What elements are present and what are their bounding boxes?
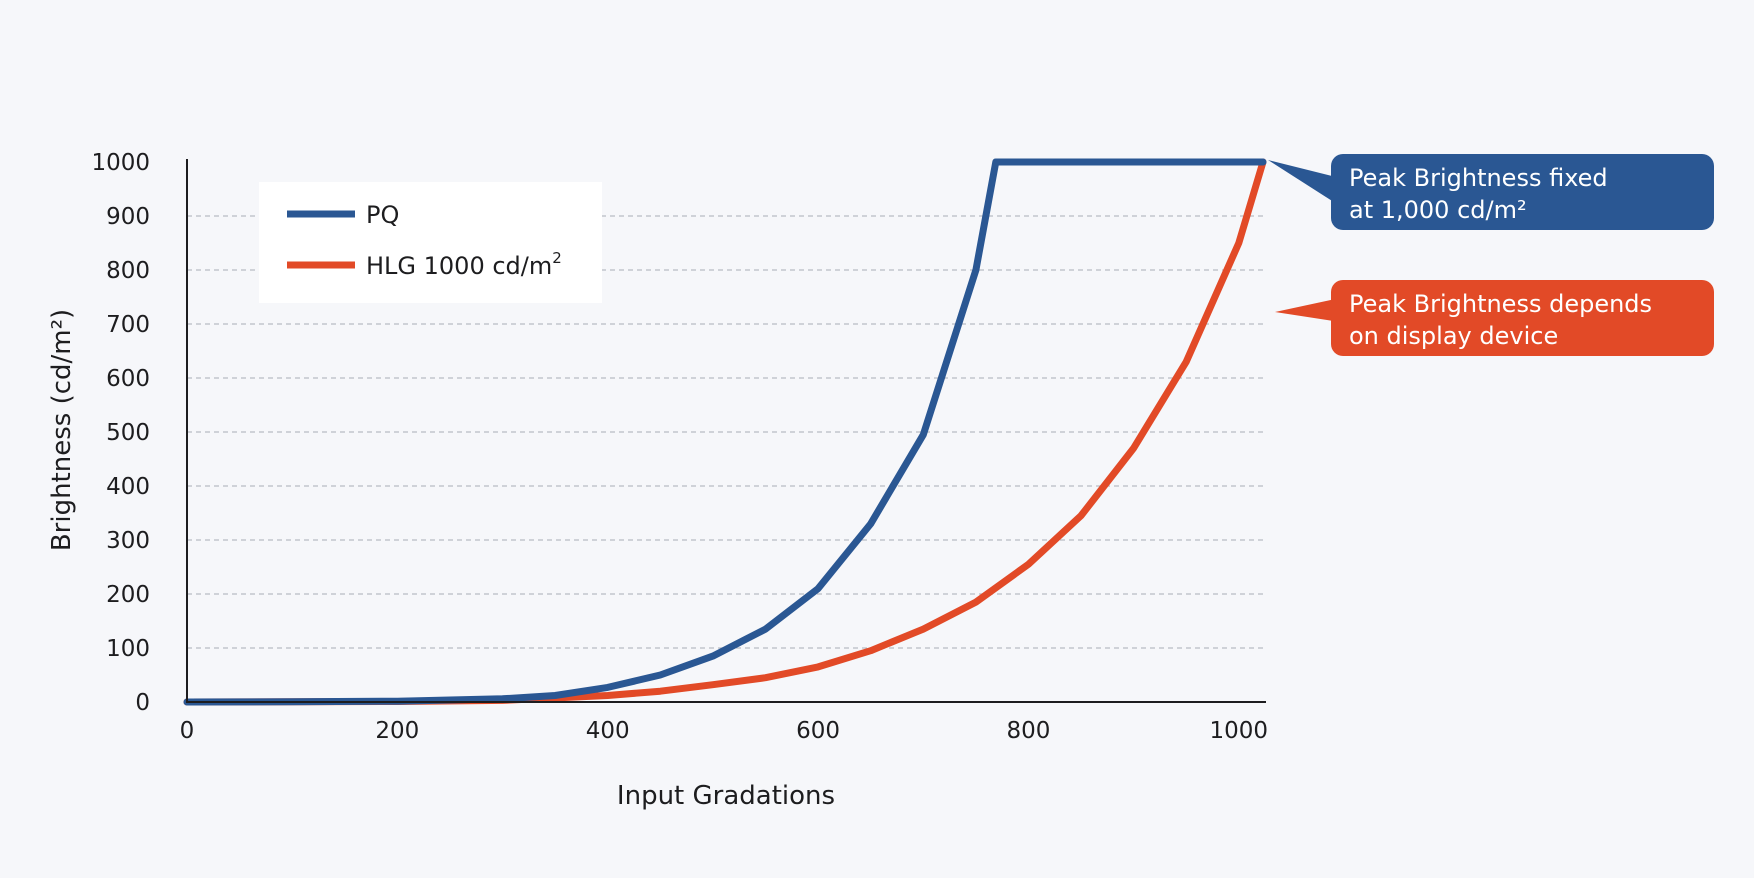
- callout-hlg-line-1: Peak Brightness depends: [1349, 290, 1653, 318]
- y-tick-label: 500: [106, 420, 150, 446]
- y-tick-label: 800: [106, 258, 150, 284]
- y-tick-labels: 0 100 200 300 400 500 600 700 800 900 1000: [91, 150, 150, 716]
- legend-box: [259, 182, 602, 303]
- callout-hlg-pointer: [1275, 298, 1340, 322]
- y-tick-label: 900: [106, 204, 150, 230]
- series-line-hlg: [183, 158, 1267, 706]
- x-tick-label: 0: [180, 718, 195, 744]
- x-tick-label: 800: [1006, 718, 1050, 744]
- y-tick-label: 600: [106, 366, 150, 392]
- x-tick-label: 200: [375, 718, 419, 744]
- legend-label-hlg-text: HLG 1000 cd/m: [366, 252, 552, 280]
- y-tick-label: 700: [106, 312, 150, 338]
- series-line-pq: [183, 158, 1267, 706]
- series-lines: [183, 158, 1267, 706]
- x-tick-label: 600: [796, 718, 840, 744]
- y-tick-label: 100: [106, 636, 150, 662]
- y-tick-label: 300: [106, 528, 150, 554]
- callout-pq-line-2: at 1,000 cd/m²: [1349, 196, 1527, 224]
- y-tick-label: 0: [135, 690, 150, 716]
- y-tick-label: 200: [106, 582, 150, 608]
- y-tick-label: 1000: [91, 150, 150, 176]
- legend-label-hlg-superscript: 2: [552, 249, 562, 267]
- callout-pq-line-1: Peak Brightness fixed: [1349, 164, 1608, 192]
- callout-pq-pointer: [1268, 160, 1340, 206]
- callout-hlg-line-2: on display device: [1349, 322, 1559, 350]
- x-tick-label: 400: [586, 718, 630, 744]
- legend-label-pq: PQ: [366, 201, 399, 229]
- legend-label-hlg: HLG 1000 cd/m2: [366, 249, 562, 280]
- y-axis-title: Brightness (cd/m²): [47, 309, 77, 551]
- callout-hlg-peak-depends: Peak Brightness depends on display devic…: [1331, 280, 1714, 356]
- x-tick-label: 1000: [1210, 718, 1269, 744]
- y-tick-label: 400: [106, 474, 150, 500]
- legend: PQ HLG 1000 cd/m2: [259, 182, 602, 303]
- callout-pq-peak-fixed: Peak Brightness fixed at 1,000 cd/m²: [1331, 154, 1714, 230]
- x-tick-labels: 0 200 400 600 800 1000: [180, 718, 1268, 744]
- x-axis-title: Input Gradations: [617, 781, 835, 811]
